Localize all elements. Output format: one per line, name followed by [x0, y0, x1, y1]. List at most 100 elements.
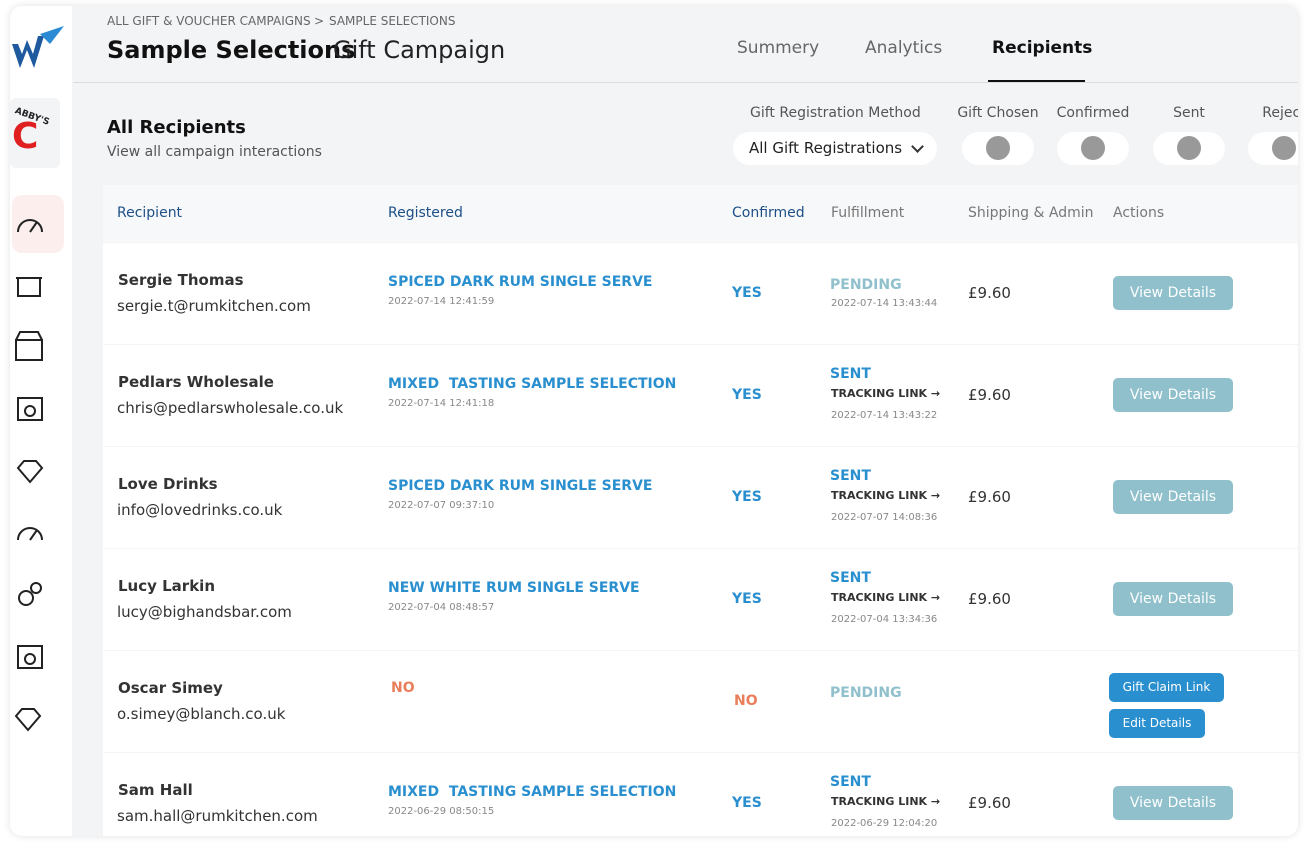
toggle-label: Reject [1262, 105, 1298, 121]
page-title: Gift Campaign [333, 36, 506, 64]
view-details-button[interactable]: View Details [1113, 786, 1233, 820]
fulfillment-status: SENT [830, 468, 871, 484]
toggle-knob [1177, 136, 1201, 160]
tracking-link[interactable]: TRACKING LINK → [831, 591, 941, 604]
page-title: Sample Selections [107, 36, 356, 64]
app-frame: ABBY'S C ALL GIFT & VOUCHER CAMPAIGNS > SA… [10, 6, 1298, 836]
fulfillment-date: 2022-07-04 13:34:36 [831, 614, 938, 625]
recipient-email: o.simey@blanch.co.uk [117, 705, 286, 723]
confirmed: NO [734, 693, 758, 709]
shipping: £9.60 [968, 386, 1011, 404]
recipient-email: lucy@bighandsbar.com [117, 603, 292, 621]
registered-date: 2022-07-14 12:41:18 [388, 398, 495, 409]
column-header: Actions [1113, 205, 1165, 221]
view-details-button[interactable]: View Details [1113, 276, 1233, 310]
confirmed: YES [732, 591, 762, 607]
breadcrumb: SAMPLE SELECTIONS [329, 14, 456, 28]
confirmed: YES [732, 795, 762, 811]
client-logo-letter: C [12, 116, 39, 157]
brand-logo [12, 36, 44, 68]
table-header-bg [103, 185, 1298, 242]
registered-date: 2022-07-14 12:41:59 [388, 296, 495, 307]
fulfillment-status: SENT [830, 570, 871, 586]
tracking-link[interactable]: TRACKING LINK → [831, 387, 941, 400]
fulfillment-status: PENDING [830, 277, 902, 293]
confirmed: YES [732, 285, 762, 301]
view-details-button[interactable]: View Details [1113, 582, 1233, 616]
column-header: Shipping & Admin [968, 205, 1094, 221]
registered-gift: SPICED DARK RUM SINGLE SERVE [388, 478, 653, 494]
registered-date: 2022-07-07 09:37:10 [388, 500, 495, 511]
recipient-name: Sam Hall [118, 781, 193, 799]
column-header: Recipient [117, 205, 183, 221]
sidebar: ABBY'S C [10, 6, 72, 836]
recipient-email: info@lovedrinks.co.uk [117, 501, 283, 519]
breadcrumb-sep: > [314, 14, 325, 28]
recipient-name: Pedlars Wholesale [118, 373, 274, 391]
registered-gift: MIXED TASTING SAMPLE SELECTION [388, 784, 677, 800]
column-header: Fulfillment [831, 205, 905, 221]
confirmed: YES [732, 387, 762, 403]
sidebar-icons [10, 26, 64, 732]
shipping: £9.60 [968, 284, 1011, 302]
divider [73, 82, 1298, 83]
registered-gift: NEW WHITE RUM SINGLE SERVE [388, 580, 640, 596]
view-details-button[interactable]: View Details [1113, 378, 1233, 412]
fulfillment-status: SENT [830, 366, 871, 382]
recipient-name: Oscar Simey [118, 679, 223, 697]
fulfillment-status: PENDING [830, 685, 902, 701]
tab[interactable]: Analytics [865, 38, 943, 58]
fulfillment-date: 2022-06-29 12:04:20 [831, 818, 938, 829]
toggle-label: Confirmed [1056, 105, 1130, 121]
action-button[interactable]: Edit Details [1109, 709, 1205, 738]
recipient-name: Lucy Larkin [118, 577, 216, 595]
select[interactable] [733, 132, 937, 165]
tab-underline [988, 80, 1085, 82]
fulfillment-date: 2022-07-07 14:08:36 [831, 512, 938, 523]
shipping: £9.60 [968, 794, 1011, 812]
section-title: All Recipients [107, 117, 246, 138]
toggle-knob [1081, 136, 1105, 160]
toggle-knob [1272, 136, 1296, 160]
fulfillment-date: 2022-07-14 13:43:22 [831, 410, 938, 421]
shipping: £9.60 [968, 590, 1011, 608]
section-subtitle: View all campaign interactions [107, 144, 322, 160]
column-header: Registered [388, 205, 463, 221]
registered-gift: SPICED DARK RUM SINGLE SERVE [388, 274, 653, 290]
brand-logo-arrow [40, 26, 64, 44]
tracking-link[interactable]: TRACKING LINK → [831, 489, 941, 502]
nav-icons [14, 219, 44, 732]
recipient-name: Sergie Thomas [118, 271, 244, 289]
tab[interactable]: Recipients [992, 38, 1093, 58]
filter-label: Gift Registration Method [750, 105, 921, 121]
registered-date: 2022-06-29 08:50:15 [388, 806, 495, 817]
shipping: £9.60 [968, 488, 1011, 506]
registered-gift: NO [391, 680, 415, 696]
registered-date: 2022-07-04 08:48:57 [388, 602, 495, 613]
view-details-button[interactable]: View Details [1113, 480, 1233, 514]
recipient-email: sergie.t@rumkitchen.com [117, 297, 311, 315]
fulfillment-date: 2022-07-14 13:43:44 [831, 298, 938, 309]
tracking-link[interactable]: TRACKING LINK → [831, 795, 941, 808]
recipient-email: chris@pedlarswholesale.co.uk [117, 399, 344, 417]
client-logo-bg [10, 98, 60, 168]
breadcrumb: ALL GIFT & VOUCHER CAMPAIGNS [107, 14, 311, 28]
table-row [103, 243, 1298, 344]
tab[interactable]: Summery [737, 38, 820, 58]
toggle-label: Gift Chosen [957, 105, 1039, 121]
toggle-label: Sent [1173, 105, 1205, 121]
action-button[interactable]: Gift Claim Link [1109, 673, 1224, 702]
confirmed: YES [732, 489, 762, 505]
table-row [103, 753, 1298, 836]
select-value: All Gift Registrations [749, 139, 903, 157]
table-row [103, 651, 1298, 752]
fulfillment-status: SENT [830, 774, 871, 790]
registered-gift: MIXED TASTING SAMPLE SELECTION [388, 376, 677, 392]
recipient-name: Love Drinks [118, 475, 218, 493]
table-row [103, 345, 1298, 446]
table-row [103, 549, 1298, 650]
table-row [103, 447, 1298, 548]
column-header: Confirmed [732, 205, 805, 221]
recipient-email: sam.hall@rumkitchen.com [117, 807, 318, 825]
